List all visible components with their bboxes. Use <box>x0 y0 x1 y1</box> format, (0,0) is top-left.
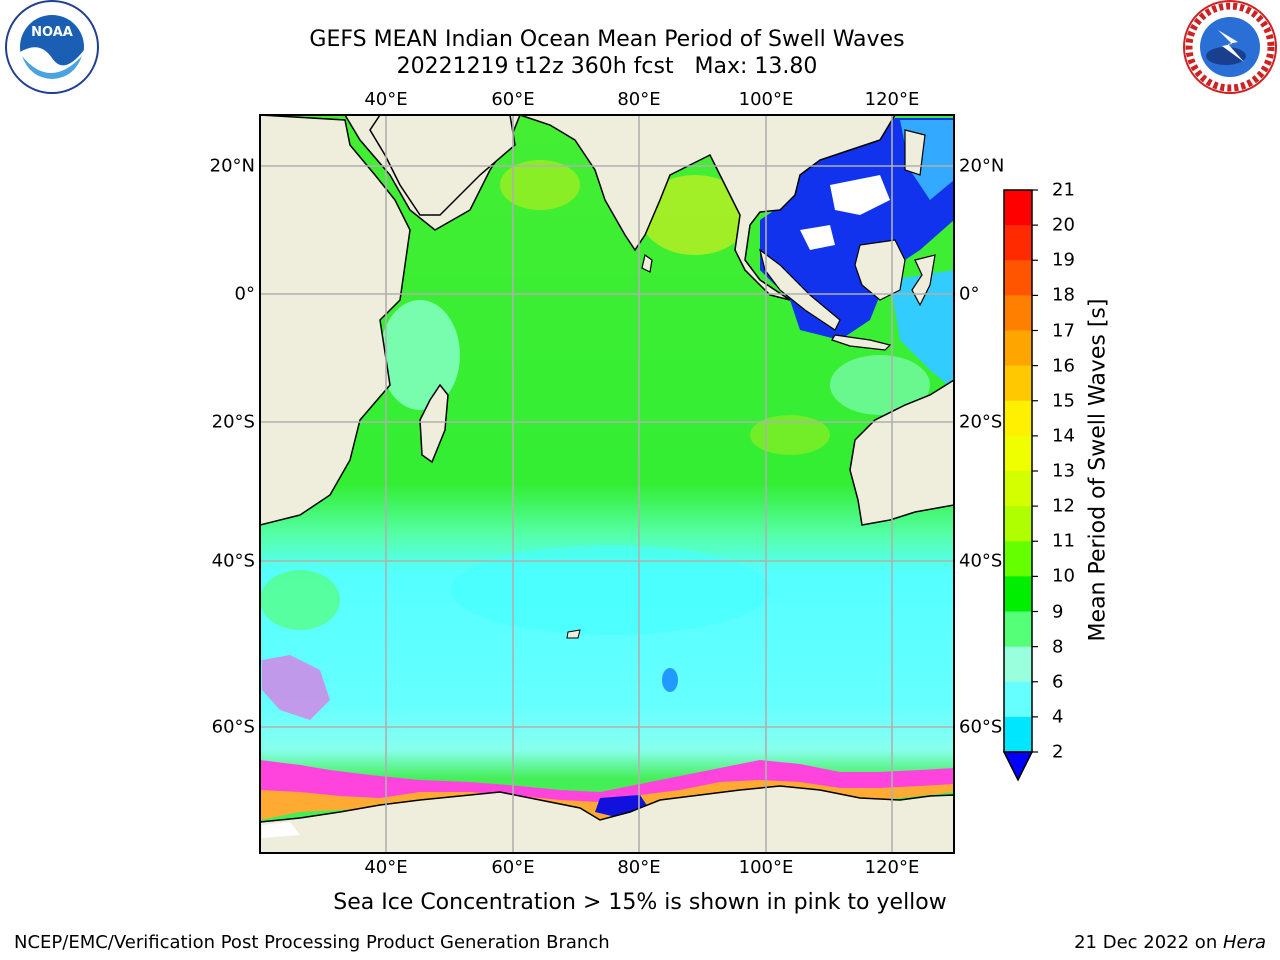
swell-patch <box>500 160 580 210</box>
swell-patch <box>830 355 930 415</box>
y-tick-left: 40°S <box>211 550 255 572</box>
y-tick-right: 60°S <box>959 716 1003 738</box>
x-tick-top: 80°E <box>617 89 661 110</box>
colorbar-tick-label: 20 <box>1052 214 1075 236</box>
chart-title: GEFS MEAN Indian Ocean Mean Period of Sw… <box>309 27 905 52</box>
land-madagascar <box>419 383 449 464</box>
x-tick-top: 40°E <box>364 89 408 110</box>
colorbar-segment <box>1004 471 1032 507</box>
y-tick-left: 20°N <box>209 155 255 177</box>
colorbar-segment <box>1004 365 1032 402</box>
x-tick-top: 60°E <box>491 89 535 110</box>
colorbar-tick-label: 12 <box>1052 495 1075 517</box>
sea-ice-patch <box>262 655 330 720</box>
x-tick-top: 100°E <box>738 89 794 110</box>
colorbar-segment <box>1004 646 1032 683</box>
swell-patch <box>662 668 678 692</box>
no-data-region <box>800 225 835 250</box>
colorbar-tick-label: 11 <box>1052 530 1075 552</box>
colorbar-tick-label: 21 <box>1052 179 1075 201</box>
colorbar-segment <box>1004 541 1032 577</box>
sea-ice-note: Sea Ice Concentration > 15% is shown in … <box>333 890 947 915</box>
map-area <box>260 115 954 853</box>
colorbar-segment <box>1004 506 1032 542</box>
swell-low-region <box>890 270 954 390</box>
colorbar-segment <box>1004 611 1032 648</box>
swell-patch <box>640 175 750 255</box>
x-tick-bottom: 120°E <box>864 857 920 878</box>
chart-subtitle: 20221219 t12z 360h fcst Max: 13.80 <box>396 54 818 79</box>
colorbar-tick-label: 2 <box>1052 741 1064 763</box>
colorbar-tick-label: 8 <box>1052 636 1064 658</box>
x-tick-bottom: 100°E <box>738 857 794 878</box>
date-value: 21 Dec 2022 on <box>1074 932 1223 953</box>
colorbar-tick-label: 6 <box>1052 671 1064 693</box>
land-kerguelen <box>566 629 581 639</box>
no-data-region <box>830 175 890 215</box>
colorbar-tick-label: 15 <box>1052 390 1075 412</box>
y-tick-left: 20°S <box>211 411 255 433</box>
swell-patch <box>450 545 770 635</box>
y-tick-right: 20°N <box>959 155 1005 177</box>
colorbar-tick-label: 17 <box>1052 320 1075 341</box>
colorbar-segment <box>1004 190 1032 226</box>
land-antarctica <box>260 785 954 853</box>
colorbar-segment <box>1004 435 1032 472</box>
colorbar-tick-label: 9 <box>1052 601 1064 622</box>
colorbar <box>1002 189 1038 782</box>
land-sri-lanka <box>641 253 653 273</box>
swell-patch <box>380 300 460 410</box>
colorbar-segment <box>1004 225 1032 261</box>
date-text: 21 Dec 2022 on Hera <box>1074 932 1266 953</box>
land-asia <box>519 115 896 301</box>
y-tick-left: 0° <box>234 283 255 305</box>
colorbar-extend-arrow <box>1002 751 1034 782</box>
sea-ice <box>260 760 954 815</box>
colorbar-label: Mean Period of Swell Waves [s] <box>1085 298 1111 642</box>
y-tick-left: 60°S <box>211 716 255 738</box>
colorbar-segment <box>1004 576 1032 612</box>
colorbar-tick-label: 16 <box>1052 355 1075 377</box>
land-java <box>831 334 892 351</box>
colorbar-tick-label: 19 <box>1052 249 1075 271</box>
colorbar-tick-label: 10 <box>1052 565 1075 587</box>
colorbar-tick-label: 13 <box>1052 460 1075 482</box>
colorbar-segment <box>1004 295 1032 331</box>
land-sumatra <box>759 248 841 331</box>
colorbar-tick-label: 18 <box>1052 284 1075 306</box>
map-frame <box>259 114 955 854</box>
colorbar-segment <box>1004 400 1032 437</box>
x-tick-top: 120°E <box>864 89 920 110</box>
x-tick-bottom: 40°E <box>364 857 408 878</box>
colorbar-segment <box>1004 716 1032 753</box>
host-name: Hera <box>1222 932 1266 953</box>
land-sulawesi <box>911 254 936 307</box>
swell-patch <box>260 570 340 630</box>
land-philippines <box>904 129 926 176</box>
colorbar-segment <box>1004 330 1032 367</box>
colorbar-tick-label: 4 <box>1052 706 1064 728</box>
credit-text: NCEP/EMC/Verification Post Processing Pr… <box>14 932 610 953</box>
land-australia <box>849 379 954 526</box>
y-tick-right: 0° <box>959 283 980 305</box>
colorbar-segment <box>1004 260 1032 296</box>
swell-patch <box>750 415 830 455</box>
colorbar-tick-label: 14 <box>1052 425 1075 447</box>
y-tick-right: 40°S <box>959 550 1003 572</box>
swell-low-region <box>760 118 954 340</box>
x-tick-bottom: 60°E <box>491 857 535 878</box>
gridlines <box>260 115 954 853</box>
no-data-region <box>262 822 300 838</box>
x-tick-bottom: 80°E <box>617 857 661 878</box>
colorbar-segment <box>1004 681 1032 718</box>
y-tick-right: 20°S <box>959 411 1003 433</box>
